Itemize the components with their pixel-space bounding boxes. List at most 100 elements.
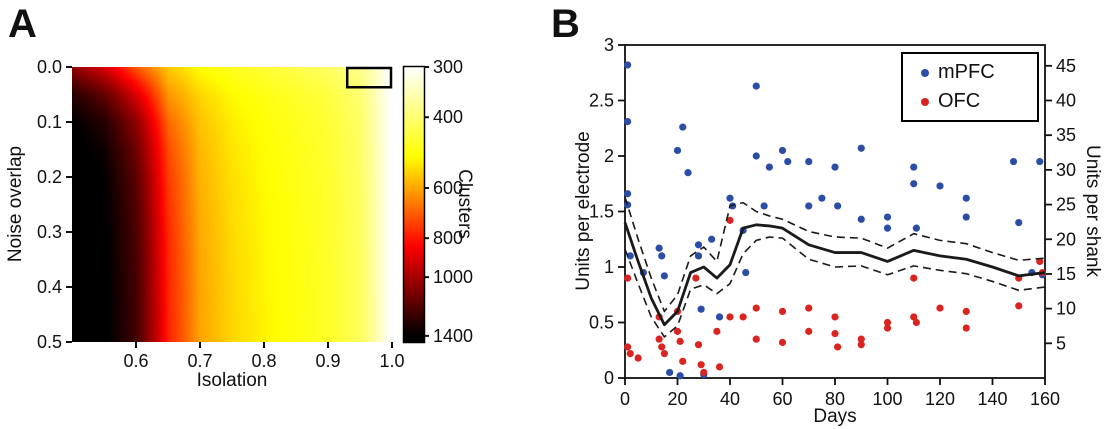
scatter-x-tick-label: 140 [977,389,1007,409]
scatter-point-mpfc [784,157,792,166]
mpfc-dot-icon [921,68,929,77]
scatter-point-mpfc [694,241,703,249]
scatter-y-right-tick-label: 20 [1056,229,1076,249]
scatter-point-ofc [658,343,666,351]
scatter-point-mpfc [936,182,944,190]
scatter-y-right-tick-label: 15 [1056,264,1076,284]
scatter-point-ofc [912,318,920,327]
scatter-point-ofc [624,343,632,351]
scatter-point-mpfc [962,213,970,221]
scatter-point-mpfc [679,123,687,131]
panel-a-label: A [8,2,37,46]
scatter-y-right-tick-label: 5 [1056,333,1066,353]
scatter-point-ofc [1015,302,1023,310]
heatmap-x-axis-label: Isolation [196,370,268,391]
scatter-x-tick-label: 0 [620,389,630,409]
scatter-point-ofc [857,335,865,343]
scatter-point-ofc [697,361,705,369]
upper-ci-line [624,196,1046,313]
scatter-point-ofc [726,313,734,321]
scatter-y-left-tick-label: 2 [604,146,614,166]
scatter-point-ofc [739,313,747,321]
scatter-right-y-axis-label: Units per shank [1082,144,1103,277]
scatter-point-ofc [962,324,970,332]
scatter-point-mpfc [676,372,684,380]
scatter-point-mpfc [910,163,918,171]
scatter-x-tick-label: 160 [1030,389,1060,409]
scatter-point-ofc [726,216,734,224]
scatter-point-ofc [694,341,703,349]
scatter-point-ofc [778,307,787,315]
scatter-point-ofc [752,335,760,343]
heatmap-y-tick-label: 0.1 [37,112,62,132]
scatter-point-mpfc [684,169,692,177]
scatter-point-mpfc [655,244,663,252]
scatter-point-mpfc [694,252,703,260]
scatter-point-mpfc [624,61,632,69]
panel-b-label: B [551,2,580,46]
colorbar-tick-label: 800 [433,228,463,248]
scatter-x-tick-label: 100 [872,389,902,409]
scatter-x-tick-label: 120 [925,389,955,409]
scatter-point-ofc [910,274,918,282]
scatter-point-mpfc [834,202,842,210]
scatter-point-ofc [673,327,682,335]
scatter-y-right-tick-label: 35 [1056,125,1076,145]
scatter-point-ofc [883,318,892,327]
scatter-point-mpfc [883,224,892,232]
scatter-point-mpfc [752,152,760,160]
scatter-point-mpfc [666,368,674,377]
scatter-point-mpfc [708,235,716,243]
scatter-y-left-tick-label: 0 [604,368,614,388]
heatmap-y-tick-label: 0.4 [37,277,62,297]
legend-label-ofc: OFC [938,90,981,112]
scatter-x-axis-label: Days [813,406,857,427]
scatter-point-mpfc [658,252,666,260]
scatter-point-ofc [834,343,842,351]
scatter-x-tick-label: 40 [720,389,740,409]
scatter-point-mpfc [626,252,634,260]
scatter-point-ofc [660,349,668,358]
scatter-y-left-tick-label: 3 [604,35,614,55]
heatmap-y-tick-label: 0.2 [37,167,62,187]
ofc-dot-icon [921,97,929,106]
scatter-point-mpfc [818,194,826,202]
scatter-point-ofc [676,337,684,345]
scatter-point-mpfc [1036,157,1044,166]
scatter-point-mpfc [912,224,920,232]
legend-box: mPFC OFC [901,52,1039,122]
legend-item-mpfc: mPFC [909,58,1031,87]
scatter-point-ofc [910,313,918,321]
scatter-point-mpfc [765,163,773,171]
scatter-point-ofc [805,327,813,335]
scatter-y-right-tick-label: 45 [1056,56,1076,76]
heatmap-x-tick-label: 0.8 [251,351,276,371]
colorbar-tick-label: 300 [433,57,463,77]
scatter-point-mpfc [857,144,865,152]
scatter-point-mpfc [715,313,724,321]
scatter-point-ofc [634,354,642,362]
scatter-point-mpfc [857,215,865,223]
scatter-point-ofc [831,330,839,338]
scatter-y-left-tick-label: 0.5 [589,313,614,333]
heatmap-x-tick-label: 0.7 [187,351,212,371]
scatter-y-right-tick-label: 30 [1056,160,1076,180]
colorbar-tick-label: 600 [433,178,463,198]
scatter-point-ofc [655,335,663,343]
heatmap-x-tick-label: 0.9 [315,351,340,371]
heatmap-y-tick-label: 0.5 [37,332,62,352]
scatter-point-mpfc [760,202,768,210]
scatter-point-ofc [692,274,700,282]
scatter-point-ofc [624,274,632,282]
highlight-box [345,66,393,89]
scatter-point-ofc [805,304,813,312]
scatter-point-ofc [626,349,634,358]
scatter-point-ofc [936,304,944,312]
heatmap-x-tick-label: 0.6 [123,351,148,371]
scatter-point-mpfc [831,163,839,171]
scatter-left-y-axis-label: Units per electrode [573,131,594,291]
heatmap-y-tick-label: 0.0 [37,57,62,77]
scatter-x-tick-label: 60 [772,389,792,409]
